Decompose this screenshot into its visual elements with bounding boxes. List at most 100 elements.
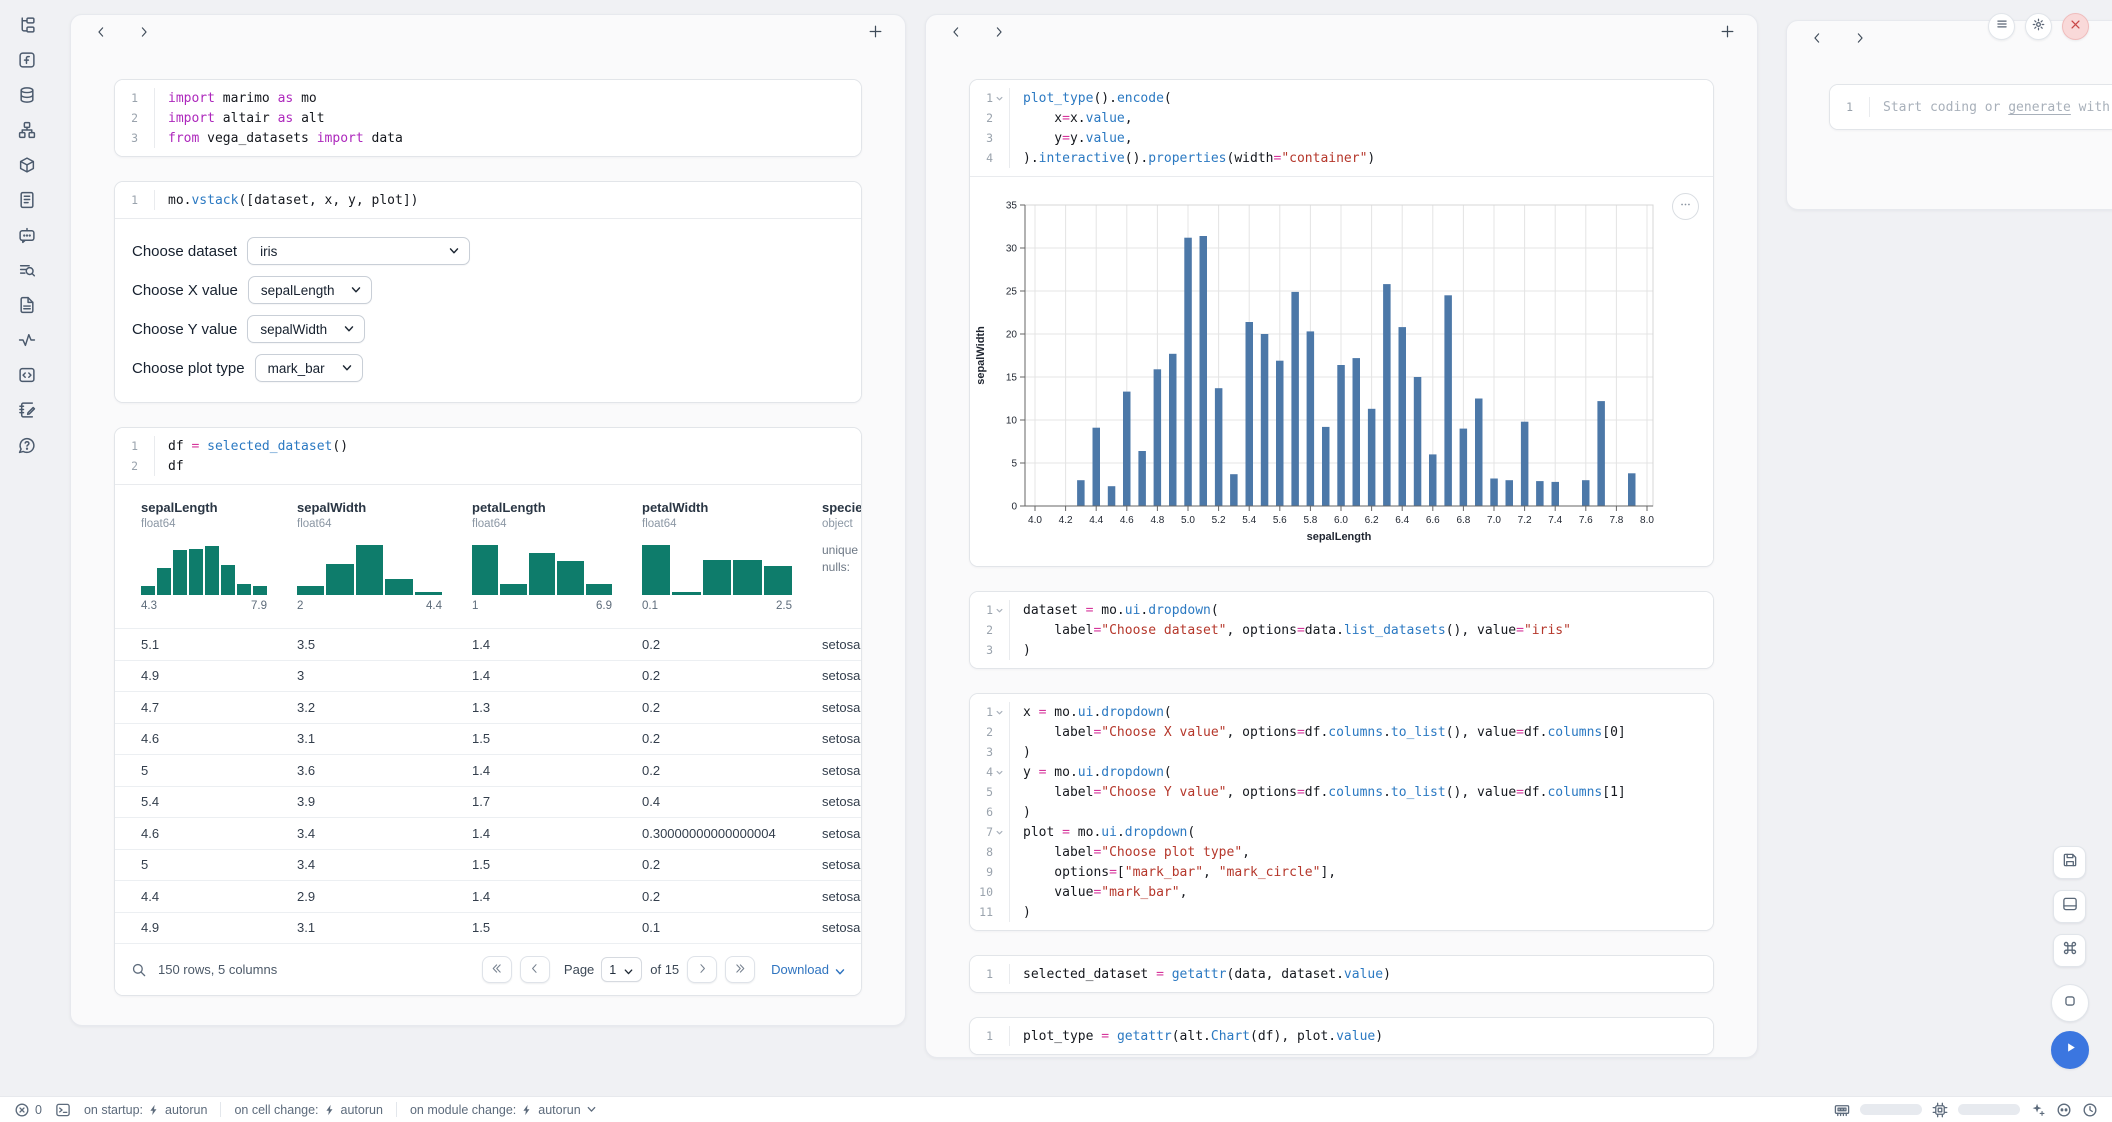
column-histogram: [642, 541, 792, 595]
download-button[interactable]: Download: [771, 962, 846, 977]
sidebar-item-file-explorer[interactable]: [18, 16, 36, 34]
column-header-sepalLength[interactable]: sepalLengthfloat644.37.9: [115, 500, 285, 628]
add-cell-button[interactable]: [1720, 27, 1735, 42]
sidebar-item-packages[interactable]: [18, 156, 36, 174]
column-header-sepalWidth[interactable]: sepalWidthfloat6424.4: [285, 500, 460, 628]
table-cell: 4.9: [115, 668, 285, 683]
svg-text:7.8: 7.8: [1609, 515, 1623, 526]
code-editor[interactable]: 1selected_dataset = getattr(data, datase…: [970, 956, 1713, 992]
frame-icon: [2062, 993, 2078, 1014]
svg-text:5.2: 5.2: [1212, 515, 1226, 526]
fold-chevron-icon[interactable]: [995, 606, 1004, 615]
code-line: 9 options=["mark_bar", "mark_circle"],: [970, 862, 1713, 882]
memory-meter[interactable]: [1860, 1104, 1922, 1115]
table-cell: 0.1: [630, 920, 810, 935]
column-forward-button[interactable]: [991, 27, 1006, 42]
dropdown-select-choose-plot-type[interactable]: mark_bar: [255, 354, 363, 382]
copilot-icon[interactable]: [2056, 1102, 2072, 1118]
sidebar-item-tracing[interactable]: [18, 331, 36, 349]
sidebar-item-data-sources[interactable]: [18, 86, 36, 104]
floating-run-controls: [2051, 984, 2089, 1069]
cpu-meter[interactable]: [1958, 1104, 2020, 1115]
fold-chevron-icon[interactable]: [995, 828, 1004, 837]
column-forward-button[interactable]: [136, 27, 151, 42]
code-line: 1import marimo as mo: [115, 88, 861, 108]
run-setting-on-module-change[interactable]: on module change:autorun: [410, 1103, 598, 1117]
run-setting-on-cell-change[interactable]: on cell change:autorun: [234, 1103, 383, 1117]
svg-text:30: 30: [1006, 244, 1018, 255]
errors-button[interactable]: 0: [14, 1102, 42, 1118]
table-cell: 2.9: [285, 889, 460, 904]
sidebar-item-scratchpad[interactable]: [18, 401, 36, 419]
menu-button[interactable]: [1988, 13, 2015, 40]
sidebar-item-snippets[interactable]: [18, 366, 36, 384]
run-button[interactable]: [2051, 1031, 2089, 1069]
column-back-button[interactable]: [93, 27, 108, 42]
column-back-button[interactable]: [1809, 33, 1824, 48]
fold-chevron-icon[interactable]: [995, 708, 1004, 717]
search-icon[interactable]: [131, 962, 147, 978]
left-column-panel: 1import marimo as mo2import altair as al…: [70, 14, 906, 1026]
sidebar-item-help[interactable]: [18, 436, 36, 454]
prev-page-button[interactable]: [520, 956, 550, 983]
last-page-button[interactable]: [725, 956, 755, 983]
fold-chevron-icon[interactable]: [995, 94, 1004, 103]
sidebar-item-documentation[interactable]: [18, 296, 36, 314]
svg-text:4.0: 4.0: [1028, 515, 1042, 526]
code-editor[interactable]: 1plot_type = getattr(alt.Chart(df), plot…: [970, 1018, 1713, 1054]
sidebar-item-dependency-graph[interactable]: [18, 121, 36, 139]
line-number: 3: [970, 742, 1010, 762]
code-editor[interactable]: 1df = selected_dataset()2df: [115, 428, 861, 484]
error-icon: [14, 1102, 30, 1118]
first-page-button[interactable]: [482, 956, 512, 983]
code-editor[interactable]: 1 Start coding or generate with AI: [1830, 85, 2112, 129]
table-cell: 5.1: [115, 637, 285, 652]
column-header-petalLength[interactable]: petalLengthfloat6416.9: [460, 500, 630, 628]
table-cell: setosa: [810, 920, 861, 935]
code-line: 7plot = mo.ui.dropdown(: [970, 822, 1713, 842]
terminal-button[interactable]: [55, 1102, 71, 1118]
sidebar-item-outline[interactable]: [18, 261, 36, 279]
save-button[interactable]: [2053, 846, 2086, 879]
panel-icon: [2062, 896, 2078, 917]
ai-assist-icon[interactable]: [2030, 1102, 2046, 1118]
chevron-down-icon: [586, 1104, 598, 1116]
dropdown-select-choose-x-value[interactable]: sepalLength: [248, 276, 373, 304]
app-view-button[interactable]: [2051, 984, 2089, 1022]
settings-button[interactable]: [2025, 13, 2052, 40]
column-back-button[interactable]: [948, 27, 963, 42]
table-row: 53.61.40.2setosa: [115, 754, 861, 786]
code-editor[interactable]: 1x = mo.ui.dropdown(2 label="Choose X va…: [970, 694, 1713, 930]
dropdown-select-choose-y-value[interactable]: sepalWidth: [247, 315, 365, 343]
column-forward-button[interactable]: [1852, 33, 1867, 48]
runtime-clock-icon[interactable]: [2082, 1102, 2098, 1118]
svg-text:7.2: 7.2: [1518, 515, 1532, 526]
add-cell-button[interactable]: [868, 27, 883, 42]
svg-text:20: 20: [1006, 330, 1018, 341]
shutdown-button[interactable]: [2062, 13, 2089, 40]
line-number: 1: [115, 190, 155, 210]
page-select[interactable]: 1: [601, 957, 642, 982]
code-editor[interactable]: 1dataset = mo.ui.dropdown(2 label="Choos…: [970, 592, 1713, 668]
dropdown-select-choose-dataset[interactable]: iris: [247, 237, 470, 265]
code-editor[interactable]: 1plot_type().encode(2 x=x.value,3 y=y.va…: [970, 80, 1713, 176]
code-editor[interactable]: 1import marimo as mo2import altair as al…: [115, 80, 861, 156]
sidebar-item-ai-chat[interactable]: [18, 226, 36, 244]
table-cell: 3: [285, 668, 460, 683]
sidebar-item-variables[interactable]: [18, 51, 36, 69]
svg-text:4.2: 4.2: [1059, 515, 1073, 526]
altair-chart[interactable]: 051015202530354.04.24.44.64.85.05.25.45.…: [970, 176, 1713, 566]
column-header-petalWidth[interactable]: petalWidthfloat640.12.5: [630, 500, 810, 628]
column-header-species[interactable]: speciesobjectuniquenulls:: [810, 500, 861, 628]
next-page-button[interactable]: [687, 956, 717, 983]
tree-icon: [18, 16, 36, 34]
sidebar-item-logs[interactable]: [18, 191, 36, 209]
generate-link[interactable]: generate: [2008, 100, 2071, 115]
table-body: 5.13.51.40.2setosa4.931.40.2setosa4.73.2…: [115, 628, 861, 943]
run-setting-on-startup[interactable]: on startup:autorun: [84, 1103, 207, 1117]
code-editor[interactable]: 1mo.vstack([dataset, x, y, plot]): [115, 182, 861, 218]
fold-chevron-icon[interactable]: [995, 768, 1004, 777]
chart-options-button[interactable]: [1672, 193, 1699, 220]
panel-layout-button[interactable]: [2053, 890, 2086, 923]
keyboard-shortcuts-button[interactable]: [2053, 934, 2086, 967]
